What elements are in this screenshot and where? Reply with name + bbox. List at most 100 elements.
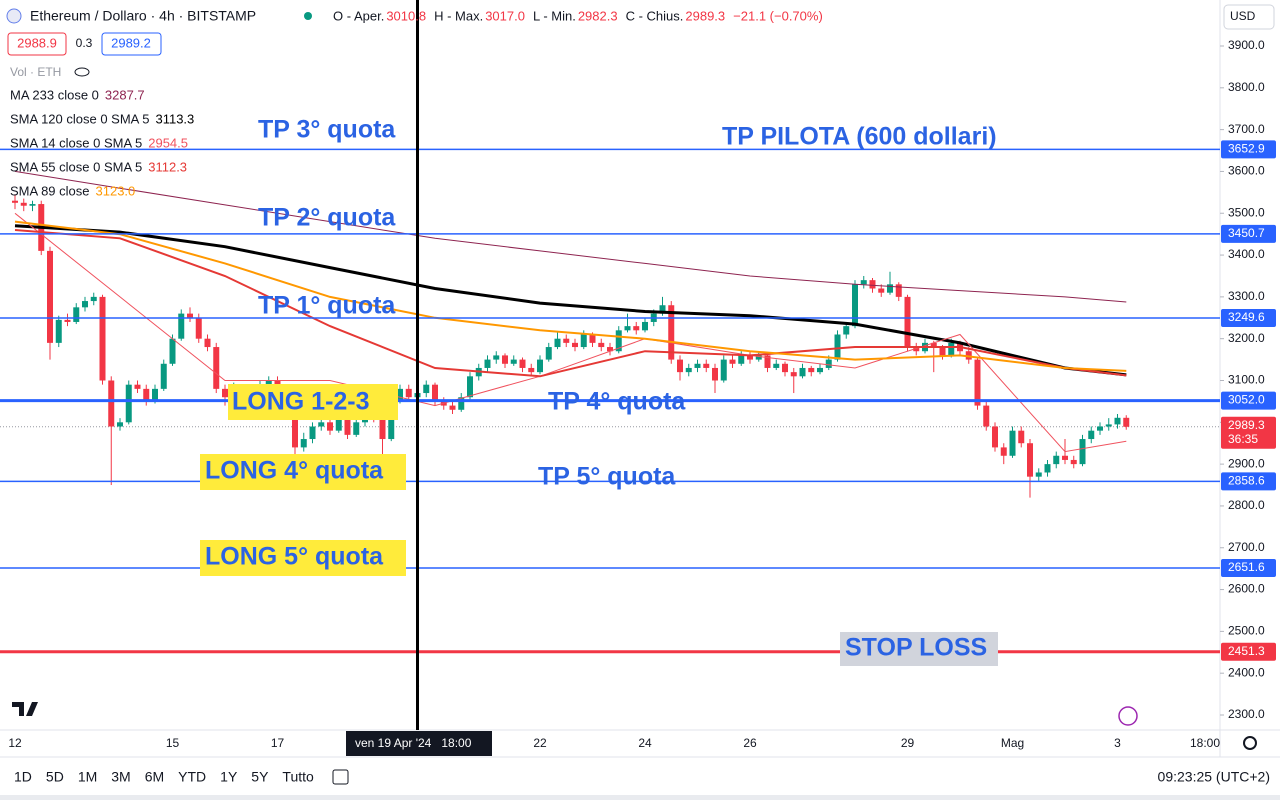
level-axis-box: [1221, 140, 1276, 159]
candle-body: [353, 422, 360, 435]
range-button[interactable]: 1Y: [220, 769, 238, 785]
range-button[interactable]: 5Y: [251, 769, 269, 785]
candle-body: [659, 305, 666, 314]
candle-body: [1000, 447, 1007, 456]
candle-body: [747, 355, 753, 360]
range-button[interactable]: 1M: [78, 769, 97, 785]
calendar-icon[interactable]: [332, 769, 349, 785]
candle-body: [755, 355, 762, 360]
x-tick-label: 24: [638, 736, 652, 750]
candle-body: [484, 359, 491, 368]
range-button[interactable]: 5D: [46, 769, 64, 785]
crosshair-box: [346, 731, 492, 756]
candle-body: [677, 359, 683, 373]
candle-body: [948, 342, 955, 356]
candle-body: [624, 326, 631, 331]
candle-body: [983, 405, 990, 427]
candle-body: [493, 355, 500, 360]
range-button[interactable]: 3M: [111, 769, 130, 785]
candle-body: [309, 426, 316, 440]
y-tick-label: 3500.0: [1228, 205, 1265, 219]
ohlc-value: 2989.3: [685, 8, 725, 23]
annotation: LONG 4° quota: [205, 457, 384, 485]
range-button[interactable]: YTD: [178, 769, 206, 785]
y-tick-label: 2400.0: [1228, 665, 1265, 679]
level-axis-label: 2858.6: [1228, 474, 1265, 488]
candle-body: [720, 359, 727, 381]
status-dot: [304, 12, 312, 20]
candle-body: [397, 388, 403, 402]
candle-body: [852, 284, 858, 327]
candle-body: [528, 367, 535, 373]
y-tick-label: 3800.0: [1228, 80, 1265, 94]
annotation: TP PILOTA (600 dollari): [722, 123, 997, 151]
ask: 2989.2: [111, 35, 151, 50]
range-button[interactable]: 1D: [14, 769, 32, 785]
currency[interactable]: USD: [1230, 9, 1256, 23]
annotation-box: [228, 384, 398, 420]
indicator-name: MA 233 close 0: [10, 87, 99, 102]
candle-body: [265, 380, 272, 385]
countdown: 36:35: [1228, 432, 1258, 446]
candle-body: [1105, 424, 1112, 427]
indicator-value: 2954.5: [148, 135, 188, 150]
candle-body: [694, 363, 701, 368]
candle-body: [318, 422, 325, 427]
candle-body: [82, 301, 88, 308]
y-tick-label: 2600.0: [1228, 582, 1265, 596]
indicator-value: 3113.3: [155, 111, 194, 126]
candle-body: [712, 367, 718, 381]
level-axis-box: [1221, 224, 1276, 243]
indicator-name: SMA 55 close 0 SMA 5: [10, 159, 142, 174]
candle-body: [589, 334, 596, 343]
candle-body: [878, 288, 885, 293]
candle-body: [764, 355, 771, 368]
candle-body: [1114, 417, 1121, 425]
clock: 09:23:25 (UTC+2): [1158, 769, 1270, 785]
y-tick-label: 3900.0: [1228, 38, 1265, 52]
x-tick-label: 26: [743, 736, 757, 750]
annotation: TP 2° quota: [258, 204, 396, 232]
indicator-name: SMA 120 close 0 SMA 5: [10, 111, 149, 126]
candle-body: [432, 384, 438, 402]
candle-body: [519, 359, 526, 368]
candle-body: [388, 401, 395, 440]
candle-body: [904, 296, 911, 348]
candle-body: [1027, 443, 1033, 477]
ohlc-value: 3010.8: [386, 8, 426, 23]
candle-body: [458, 397, 465, 410]
candle-body: [379, 418, 386, 440]
candle-body: [327, 422, 333, 431]
candle-body: [572, 342, 578, 348]
candle-body: [73, 307, 80, 322]
range-button[interactable]: 6M: [145, 769, 164, 785]
candle-body: [773, 363, 780, 368]
candle-body: [545, 347, 552, 360]
settings-icon[interactable]: [1243, 736, 1257, 750]
candle-body: [160, 363, 167, 389]
level-axis-label: 2451.3: [1228, 644, 1265, 658]
candle-body: [554, 338, 561, 348]
candle-body: [633, 326, 640, 331]
indicator-line: [14, 170, 1127, 303]
ohlc-name: H - Max.: [434, 8, 483, 23]
candle-body: [1018, 430, 1025, 444]
candle-body: [799, 367, 806, 377]
candle-body: [668, 305, 675, 360]
level-axis-box: [1221, 472, 1276, 491]
candle-body: [974, 359, 981, 406]
y-tick-label: 3200.0: [1228, 331, 1265, 345]
alert-icon[interactable]: [1118, 706, 1138, 726]
candle-body: [213, 347, 220, 389]
indicator-line: [14, 212, 1127, 453]
currency-box[interactable]: [1223, 4, 1275, 30]
range-button[interactable]: Tutto: [282, 769, 314, 785]
level-axis-box: [1221, 391, 1276, 410]
candle-body: [187, 313, 193, 318]
candle-body: [930, 342, 937, 348]
level-axis-box: [1221, 558, 1276, 577]
candle-body: [607, 347, 613, 352]
y-tick-label: 2800.0: [1228, 498, 1265, 512]
annotation: TP 5° quota: [538, 463, 676, 491]
symbol-icon: [6, 8, 22, 24]
